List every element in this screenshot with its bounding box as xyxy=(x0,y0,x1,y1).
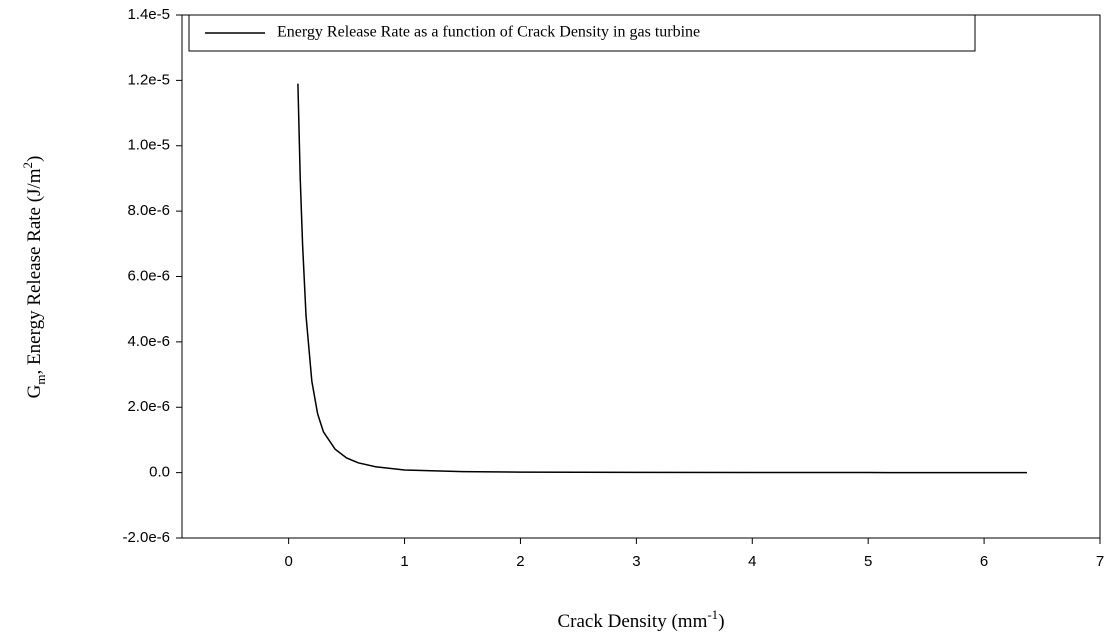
y-label-sub: m xyxy=(33,374,48,384)
y-tick-label: 2.0e-6 xyxy=(127,398,170,415)
y-label-part: , Energy Release Rate (J/m xyxy=(24,168,45,374)
y-tick-label: 1.0e-5 xyxy=(127,137,170,154)
y-tick-label: 4.0e-6 xyxy=(127,333,170,350)
x-label-part: Crack Density (mm xyxy=(557,611,707,632)
x-tick-label: 2 xyxy=(516,553,524,570)
x-tick-label: 6 xyxy=(980,553,988,570)
x-tick-label: 1 xyxy=(400,553,408,570)
x-tick-label: 3 xyxy=(632,553,640,570)
legend-box xyxy=(188,14,976,52)
plot-frame xyxy=(181,14,1101,539)
x-label-sup: -1 xyxy=(707,607,718,622)
y-tick-label: 8.0e-6 xyxy=(127,202,170,219)
x-axis-label: Crack Density (mm-1) xyxy=(557,607,724,632)
y-axis-label: Gm, Energy Release Rate (J/m2) xyxy=(20,156,48,399)
y-tick-label: 6.0e-6 xyxy=(127,267,170,284)
y-label-part: ) xyxy=(24,156,45,162)
series-line xyxy=(297,83,1027,474)
x-label-part: ) xyxy=(718,611,724,632)
y-tick-label: 1.2e-5 xyxy=(127,71,170,88)
x-tick-label: 5 xyxy=(864,553,872,570)
legend-label: Energy Release Rate as a function of Cra… xyxy=(277,24,700,41)
x-tick-label: 4 xyxy=(748,553,756,570)
x-tick-label: 0 xyxy=(284,553,292,570)
y-tick-label: -2.0e-6 xyxy=(122,529,170,546)
y-label-sup: 2 xyxy=(20,162,35,169)
x-tick-label: 7 xyxy=(1096,553,1104,570)
y-label-part: G xyxy=(24,384,45,398)
y-tick-label: 0.0 xyxy=(149,464,170,481)
y-tick-label: 1.4e-5 xyxy=(127,6,170,23)
